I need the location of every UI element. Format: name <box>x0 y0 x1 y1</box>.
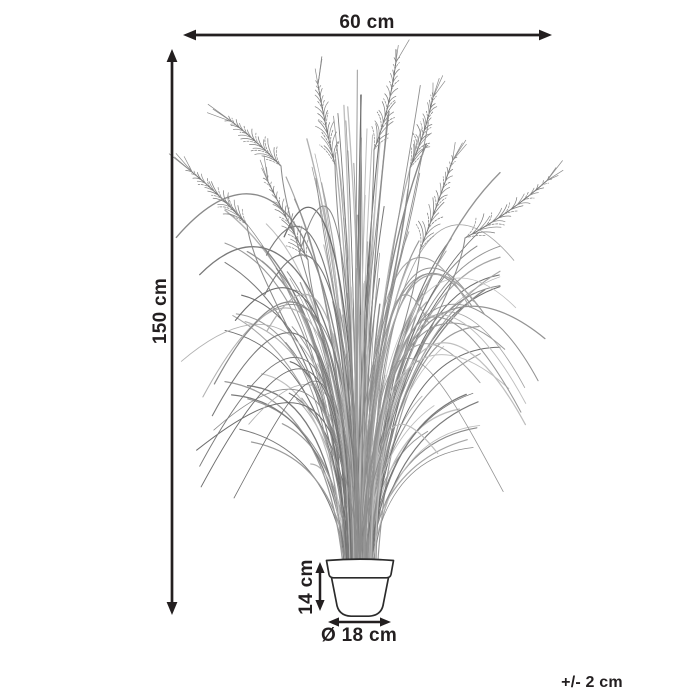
width-arrow <box>183 29 552 41</box>
flower-pot <box>325 558 395 618</box>
grass-blades <box>168 39 564 567</box>
plant-illustration <box>168 39 564 618</box>
dimension-arrows <box>166 29 552 627</box>
pot-diameter-dimension-label: Ø 18 cm <box>321 625 397 646</box>
pot-height-arrow <box>315 562 325 611</box>
pot-diameter-arrow <box>328 617 391 627</box>
height-dimension-label: 150 cm <box>150 278 171 344</box>
pot-height-dimension-label: 14 cm <box>296 559 317 614</box>
tolerance-label: +/- 2 cm <box>561 674 623 691</box>
height-arrow <box>166 49 178 615</box>
dimension-labels: 60 cm 150 cm 14 cm Ø 18 cm +/- 2 cm <box>150 12 623 691</box>
width-dimension-label: 60 cm <box>339 12 394 33</box>
